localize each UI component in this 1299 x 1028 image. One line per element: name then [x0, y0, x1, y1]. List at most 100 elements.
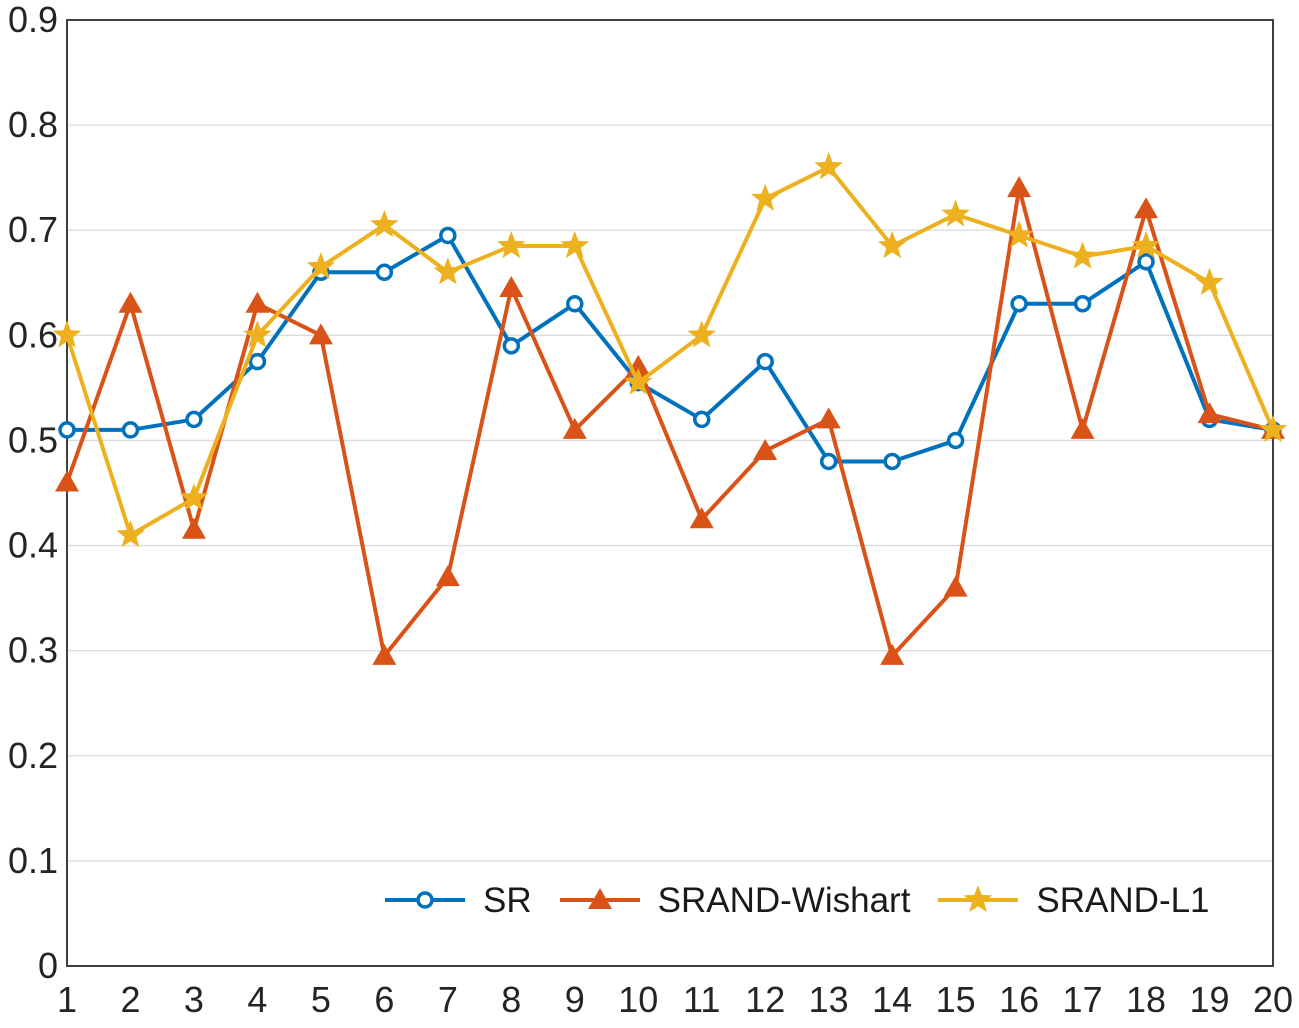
legend-label-SRAND-L1: SRAND-L1	[1036, 880, 1210, 920]
series-SRAND-L1-p9-star-marker-icon	[560, 230, 590, 259]
x-tick-label-8: 8	[501, 979, 521, 1020]
y-tick-label-0.1: 0.1	[8, 840, 58, 881]
series-SRAND-Wishart-p17-triangle-marker-icon	[1070, 417, 1095, 439]
series-SRAND-L1-p13-star-marker-icon	[814, 152, 843, 180]
series-SRAND-Wishart-p16-triangle-marker-icon	[1007, 176, 1032, 198]
legend-item-SRAND-L1: SRAND-L1	[936, 878, 1210, 922]
x-tick-label-13: 13	[809, 979, 849, 1020]
y-tick-label-0.3: 0.3	[8, 630, 58, 671]
series-SR-p3-circle-marker-icon	[185, 410, 203, 429]
x-tick-label-19: 19	[1190, 979, 1230, 1020]
series-SR-p6-circle-marker-icon	[375, 263, 394, 282]
x-tick-label-12: 12	[745, 979, 785, 1020]
x-tick-label-18: 18	[1126, 979, 1166, 1020]
x-tick-label-6: 6	[374, 979, 394, 1020]
legend-label-SRAND-Wishart: SRAND-Wishart	[657, 880, 911, 920]
series-SRAND-Wishart-p13-triangle-marker-icon	[816, 407, 841, 429]
x-tick-label-16: 16	[999, 979, 1039, 1020]
x-tick-label-2: 2	[120, 979, 140, 1020]
series-SRAND-Wishart-p15-triangle-marker-icon	[943, 575, 968, 597]
series-SR-p7-circle-marker-icon	[439, 226, 457, 245]
series-SR-p13-circle-marker-icon	[819, 452, 838, 471]
series-SRAND-Wishart-p14-triangle-marker-icon	[880, 643, 905, 665]
series-SRAND-Wishart-p18-triangle-marker-icon	[1134, 197, 1159, 219]
series-SRAND-L1-line	[65, 165, 1275, 538]
y-tick-label-0.4: 0.4	[8, 525, 58, 566]
series-SRAND-Wishart-p2-triangle-marker-icon	[118, 291, 143, 313]
series-SRAND-L1-p10-star-marker-icon	[624, 367, 653, 395]
x-tick-label-5: 5	[311, 979, 331, 1020]
series-SRAND-L1-p4-star-marker-icon	[243, 320, 272, 348]
y-tick-label-0.6: 0.6	[8, 314, 58, 355]
chart-legend: SR SRAND-Wishart SRAND-L1	[383, 878, 1210, 922]
series-SR-p14-circle-marker-icon	[883, 452, 901, 471]
x-tick-label-7: 7	[438, 979, 458, 1020]
series-SRAND-Wishart-p6-triangle-marker-icon	[372, 643, 397, 665]
series-SRAND-L1-p12-star-marker-icon	[750, 183, 780, 211]
series-SRAND-L1-p2-star-marker-icon	[116, 520, 145, 548]
series-SRAND-L1-p16-star-marker-icon	[1004, 220, 1034, 248]
y-tick-label-0.2: 0.2	[8, 735, 58, 776]
series-SRAND-Wishart-line	[65, 186, 1275, 658]
x-tick-label-15: 15	[936, 979, 976, 1020]
series-SRAND-Wishart-p19-triangle-marker-icon	[1197, 402, 1222, 424]
series-SRAND-L1-p8-star-marker-icon	[497, 230, 526, 259]
legend-sample-SRAND-Wishart	[559, 888, 640, 909]
series-SR-p17-circle-marker-icon	[1073, 295, 1092, 313]
series-SR-p9-circle-marker-icon	[566, 295, 584, 313]
x-tick-label-1: 1	[57, 979, 77, 1020]
plot-border	[66, 19, 1274, 967]
series-SRAND-Wishart-p12-triangle-marker-icon	[753, 438, 778, 460]
series-SR-p8-circle-marker-icon	[502, 337, 521, 355]
x-tick-label-17: 17	[1063, 979, 1103, 1020]
series-SRAND-Wishart-p5-triangle-marker-icon	[308, 323, 333, 345]
series-SR-p11-circle-marker-icon	[692, 410, 711, 429]
series-SRAND-L1-p17-star-marker-icon	[1068, 241, 1097, 269]
series-SR-line	[65, 233, 1275, 464]
legend-sample-SRAND-L1	[938, 885, 1019, 913]
series-SRAND-Wishart-p1-triangle-marker-icon	[55, 470, 79, 492]
legend-sample-SR	[385, 891, 465, 909]
series-SRAND-L1-p15-star-marker-icon	[941, 199, 970, 227]
legend-SR-circle-marker-icon	[416, 891, 434, 909]
series-SRAND-L1-p6-star-marker-icon	[370, 209, 399, 238]
x-tick-label-20: 20	[1253, 979, 1293, 1020]
series-SRAND-L1-p11-star-marker-icon	[687, 320, 716, 348]
series-SRAND-Wishart-p11-triangle-marker-icon	[689, 507, 714, 529]
x-tick-label-9: 9	[565, 979, 585, 1020]
series-SRAND-L1-p18-star-marker-icon	[1131, 230, 1161, 259]
series-SR-p1-circle-marker-icon	[58, 421, 76, 439]
legend-item-SR: SR	[383, 878, 532, 922]
series-SRAND-Wishart-p4-triangle-marker-icon	[245, 291, 270, 313]
x-tick-label-4: 4	[247, 979, 267, 1020]
series-SRAND-L1-p14-star-marker-icon	[877, 230, 907, 259]
y-tick-label-0: 0	[38, 945, 58, 986]
series-SRAND-L1-p1-star-marker-icon	[52, 320, 82, 348]
series-SRAND-Wishart	[55, 176, 1285, 665]
series-SR-p18-circle-marker-icon	[1137, 253, 1155, 271]
series-SRAND-Wishart-p9-triangle-marker-icon	[562, 417, 587, 439]
series-SR-p12-circle-marker-icon	[756, 352, 774, 371]
series-SRAND-L1-p7-star-marker-icon	[433, 257, 463, 285]
series-SRAND-L1-p5-star-marker-icon	[306, 252, 336, 280]
series-SR-p16-circle-marker-icon	[1010, 295, 1028, 313]
series-SRAND-L1-p3-star-marker-icon	[179, 483, 209, 511]
legend-label-SR: SR	[483, 880, 532, 920]
series-SRAND-L1-p19-star-marker-icon	[1195, 267, 1224, 295]
legend-SRAND-L1-star-marker-icon	[964, 885, 993, 913]
series-SRAND-Wishart-p8-triangle-marker-icon	[499, 276, 524, 298]
series-SRAND-L1-p20-star-marker-icon	[1258, 414, 1288, 443]
series-SRAND-L1	[52, 152, 1288, 548]
y-tick-label-0.5: 0.5	[8, 419, 58, 460]
y-tick-label-0.9: 0.9	[8, 0, 58, 40]
series-SR-p2-circle-marker-icon	[121, 421, 140, 439]
y-tick-label-0.8: 0.8	[8, 104, 58, 145]
y-tick-label-0.7: 0.7	[8, 209, 58, 250]
series-SRAND-Wishart-p3-triangle-marker-icon	[181, 517, 206, 539]
series-SR-p4-circle-marker-icon	[248, 352, 267, 371]
x-tick-label-11: 11	[683, 979, 720, 1020]
legend-SRAND-Wishart-triangle-marker-icon	[587, 888, 612, 909]
series-SR-p15-circle-marker-icon	[946, 431, 965, 450]
